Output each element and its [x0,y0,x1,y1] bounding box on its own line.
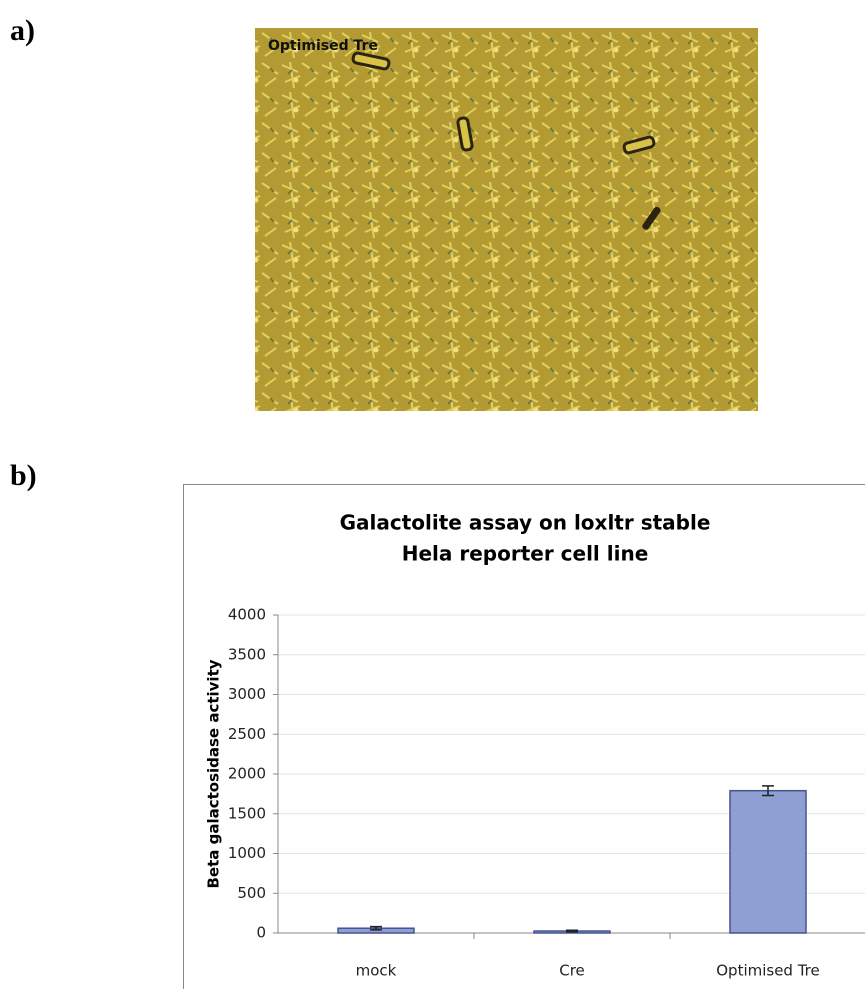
y-tick-label: 1000 [228,844,266,862]
y-tick-label: 0 [256,924,266,942]
image-label: Optimised Tre [268,38,378,54]
y-tick-label: 1500 [228,804,266,822]
figure: a) b) Optimised Tre Galactolite assay on… [0,0,865,989]
panel-label: b) [10,459,37,492]
y-tick-label: 2500 [228,725,266,743]
micrograph: Optimised Tre [255,28,758,411]
y-tick-label: 4000 [228,606,266,624]
chart-title: Galactolite assay on loxltr stable [340,511,711,535]
panel-label: a) [10,14,35,47]
bar [730,791,806,933]
y-tick-label: 2000 [228,765,266,783]
y-tick-label: 3000 [228,685,266,703]
x-tick-label: Cre [559,962,585,980]
chart-title: Hela reporter cell line [402,542,649,566]
y-tick-label: 3500 [228,645,266,663]
x-tick-label: mock [356,962,397,980]
y-tick-label: 500 [237,884,266,902]
micrograph-image [255,28,758,411]
y-axis-label: Beta galactosidase activity [205,659,223,888]
x-tick-label: Optimised Tre [716,962,820,980]
